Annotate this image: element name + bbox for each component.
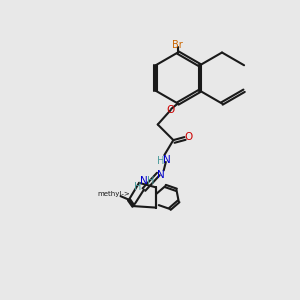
Text: O: O <box>184 132 193 142</box>
Text: H: H <box>147 176 154 186</box>
Text: H: H <box>157 156 164 166</box>
Text: methyl->: methyl-> <box>98 191 130 197</box>
Text: N: N <box>157 169 165 180</box>
Text: N: N <box>163 155 170 165</box>
Text: Br: Br <box>172 40 183 50</box>
Text: H: H <box>134 182 141 192</box>
Text: N: N <box>140 176 147 186</box>
Text: O: O <box>166 105 175 115</box>
